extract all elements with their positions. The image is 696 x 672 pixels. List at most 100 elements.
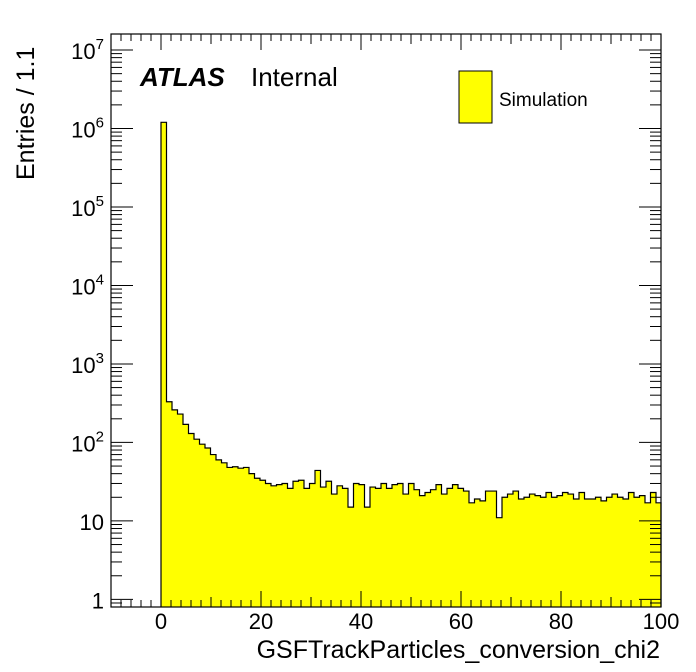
histogram-bin xyxy=(227,467,233,607)
histogram-bin xyxy=(386,488,392,607)
histogram-bin xyxy=(612,494,618,607)
x-tick-labels: 0 20 40 60 80 100 xyxy=(155,609,679,634)
histogram-bin xyxy=(568,494,574,607)
histogram-bin xyxy=(331,494,337,607)
histogram-bin xyxy=(315,470,321,607)
histogram-bin xyxy=(282,483,288,607)
histogram-bars xyxy=(161,122,661,607)
histogram-bin xyxy=(474,499,480,607)
histogram-bin xyxy=(447,488,453,607)
histogram-bin xyxy=(628,492,634,607)
histogram-bin xyxy=(606,497,612,607)
histogram-bin xyxy=(540,497,546,607)
histogram-bin xyxy=(232,466,238,607)
x-axis-title: GSFTrackParticles_conversion_chi2 xyxy=(257,636,660,664)
y-tick-label: 107 xyxy=(71,36,104,64)
histogram-bin xyxy=(364,507,370,607)
histogram-bin xyxy=(518,499,524,607)
histogram-bin xyxy=(639,495,645,607)
histogram-bin xyxy=(579,492,585,607)
histogram-bin xyxy=(408,483,414,607)
histogram-bin xyxy=(617,497,623,607)
histogram-bin xyxy=(557,495,563,607)
histogram-bin xyxy=(430,489,436,607)
histogram-bin xyxy=(375,488,381,607)
y-tick-label: 104 xyxy=(71,271,104,299)
histogram-bin xyxy=(320,487,326,607)
histogram-bin xyxy=(177,414,183,607)
histogram-bin xyxy=(359,484,365,607)
histogram-bin xyxy=(392,484,398,607)
histogram-bin xyxy=(645,502,651,607)
histogram-bin xyxy=(221,462,227,607)
y-tick-label: 102 xyxy=(71,428,104,456)
histogram-bin xyxy=(254,478,260,607)
x-tick-label: 20 xyxy=(249,609,273,634)
histogram-bin xyxy=(260,480,266,607)
histogram-bin xyxy=(601,500,607,607)
histogram-bin xyxy=(480,500,486,607)
histogram-bin xyxy=(469,502,475,607)
histogram-bin xyxy=(425,492,431,607)
histogram-bin xyxy=(238,468,244,607)
y-axis-title: Entries / 1.1 xyxy=(12,47,40,180)
histogram-bin xyxy=(304,488,310,607)
histogram-bin xyxy=(210,454,216,607)
histogram-bin xyxy=(326,481,332,607)
histogram-bin xyxy=(491,491,497,607)
histogram-bin xyxy=(397,483,403,607)
histogram-bin xyxy=(161,122,167,607)
histogram-bin xyxy=(529,494,535,607)
histogram-bin xyxy=(271,485,277,607)
histogram-bin xyxy=(199,444,205,607)
histogram-bin xyxy=(381,483,387,607)
atlas-label: ATLAS xyxy=(139,62,225,92)
histogram-bin xyxy=(194,439,200,607)
histogram-bin xyxy=(276,484,282,607)
histogram-bin xyxy=(414,489,420,607)
histogram-bin xyxy=(403,494,409,607)
histogram-bin xyxy=(513,491,519,607)
histogram-bin xyxy=(551,497,557,607)
histogram-bin xyxy=(188,433,194,607)
histogram-bin xyxy=(337,485,343,607)
histogram-bin xyxy=(524,497,530,607)
x-tick-label: 40 xyxy=(349,609,373,634)
histogram-bin xyxy=(287,488,293,607)
y-tick-label: 105 xyxy=(71,193,104,221)
x-tick-label: 100 xyxy=(643,609,680,634)
histogram-bin xyxy=(458,488,464,607)
y-tick-label: 1 xyxy=(92,588,104,613)
histogram-bin xyxy=(216,459,222,607)
histogram-bin xyxy=(183,424,189,607)
histogram-bin xyxy=(205,447,211,607)
histogram-bin xyxy=(293,481,299,607)
histogram-bin xyxy=(249,473,255,607)
histogram-bin xyxy=(348,507,354,607)
internal-label: Internal xyxy=(251,62,338,92)
histogram-bin xyxy=(419,495,425,607)
histogram-bin xyxy=(342,488,348,607)
histogram-bin xyxy=(623,499,629,607)
histogram-bin xyxy=(584,499,590,607)
histogram-bin xyxy=(172,409,178,607)
y-tick-label: 10 xyxy=(80,510,104,535)
histogram-bin xyxy=(502,497,508,607)
histogram-bin xyxy=(452,484,458,607)
x-tick-label: 80 xyxy=(549,609,573,634)
axis-ticks xyxy=(110,34,662,608)
histogram-bin xyxy=(265,483,271,607)
histogram-bin xyxy=(441,494,447,607)
histogram-bin xyxy=(546,492,552,607)
legend-label: Simulation xyxy=(499,90,588,111)
x-tick-label: 60 xyxy=(449,609,473,634)
y-tick-label: 103 xyxy=(71,350,104,378)
histogram-bin xyxy=(496,517,502,607)
histogram-bin xyxy=(650,492,656,607)
y-tick-labels: 1 10 102 103 104 105 106 107 xyxy=(71,36,104,613)
histogram-bin xyxy=(595,497,601,607)
histogram-bin xyxy=(573,499,579,607)
histogram-bin xyxy=(243,467,249,607)
histogram-bin xyxy=(353,483,359,607)
histogram-bin xyxy=(370,487,376,607)
